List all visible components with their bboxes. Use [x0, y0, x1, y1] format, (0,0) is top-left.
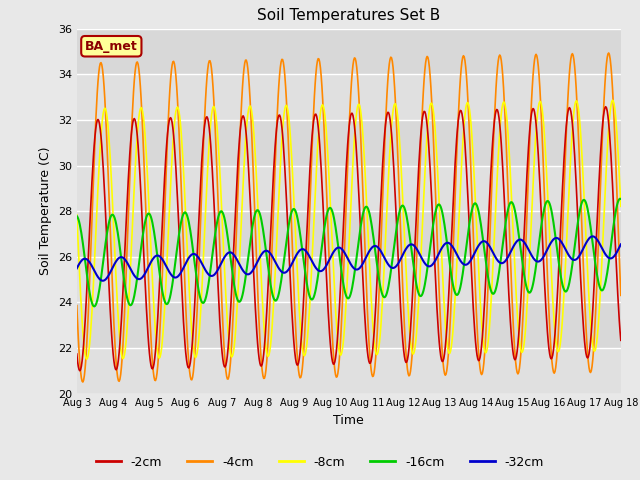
Title: Soil Temperatures Set B: Soil Temperatures Set B — [257, 9, 440, 24]
Bar — [77, 29, 621, 74]
Bar — [77, 166, 621, 211]
Text: BA_met: BA_met — [85, 40, 138, 53]
Bar — [77, 257, 621, 302]
Bar — [77, 74, 621, 120]
Legend: -2cm, -4cm, -8cm, -16cm, -32cm: -2cm, -4cm, -8cm, -16cm, -32cm — [91, 451, 549, 474]
Bar — [77, 211, 621, 257]
Bar — [77, 302, 621, 348]
X-axis label: Time: Time — [333, 414, 364, 427]
Y-axis label: Soil Temperature (C): Soil Temperature (C) — [39, 147, 52, 276]
Bar — [77, 120, 621, 166]
Bar — [77, 348, 621, 394]
